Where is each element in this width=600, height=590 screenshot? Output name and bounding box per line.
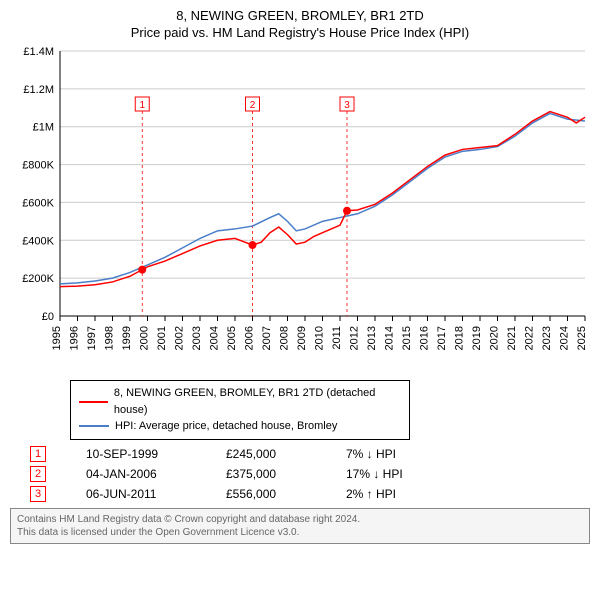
transaction-diff: 2% ↑ HPI — [346, 487, 436, 501]
y-tick-label: £400K — [22, 235, 54, 247]
legend-swatch — [79, 401, 108, 403]
x-tick-label: 1999 — [121, 326, 133, 350]
legend: 8, NEWING GREEN, BROMLEY, BR1 2TD (detac… — [70, 380, 410, 440]
transaction-dot — [343, 207, 351, 215]
x-tick-label: 2019 — [471, 326, 483, 350]
x-tick-label: 2010 — [314, 326, 326, 350]
legend-item: HPI: Average price, detached house, Brom… — [79, 418, 401, 435]
y-tick-label: £200K — [22, 273, 54, 285]
y-tick-label: £1.2M — [23, 84, 54, 96]
x-tick-label: 2003 — [191, 326, 203, 350]
legend-item: 8, NEWING GREEN, BROMLEY, BR1 2TD (detac… — [79, 385, 401, 418]
x-tick-label: 2014 — [384, 326, 396, 350]
y-tick-label: £600K — [22, 197, 54, 209]
attribution-footer: Contains HM Land Registry data © Crown c… — [10, 508, 590, 544]
transaction-date: 10-SEP-1999 — [86, 447, 186, 461]
x-tick-label: 2009 — [296, 326, 308, 350]
x-tick-label: 1997 — [86, 326, 98, 350]
transaction-row: 2 04-JAN-2006 £375,000 17% ↓ HPI — [30, 466, 590, 482]
x-tick-label: 2012 — [349, 326, 361, 350]
series-property — [60, 112, 585, 287]
x-tick-label: 2013 — [366, 326, 378, 350]
x-tick-label: 2021 — [506, 326, 518, 350]
chart-plot: £0 £200K £400K £600K £800K £1M £1.2M £1.4M 1995 1… — [10, 46, 590, 376]
x-tick-label: 2008 — [279, 326, 291, 350]
footer-line2: This data is licensed under the Open Gov… — [17, 526, 583, 539]
chart-container: 8, NEWING GREEN, BROMLEY, BR1 2TD Price … — [0, 0, 600, 552]
x-tick-label: 1998 — [104, 326, 116, 350]
transactions-table: 1 10-SEP-1999 £245,000 7% ↓ HPI 2 04-JAN-2006… — [30, 446, 590, 502]
legend-label: 8, NEWING GREEN, BROMLEY, BR1 2TD (detac… — [114, 385, 401, 418]
x-tick-label: 2015 — [401, 326, 413, 350]
title-address: 8, NEWING GREEN, BROMLEY, BR1 2TD — [10, 8, 590, 23]
transaction-price: £375,000 — [226, 467, 306, 481]
x-tick-label: 2004 — [209, 326, 221, 350]
x-tick-label: 2020 — [489, 326, 501, 350]
x-tick-label: 2023 — [541, 326, 553, 350]
x-tick-label: 2016 — [419, 326, 431, 350]
legend-label: HPI: Average price, detached house, Brom… — [115, 418, 337, 435]
transaction-marker-number: 1 — [139, 100, 145, 111]
x-tick-label: 2001 — [156, 326, 168, 350]
transaction-diff: 7% ↓ HPI — [346, 447, 436, 461]
chart-title: 8, NEWING GREEN, BROMLEY, BR1 2TD Price … — [10, 8, 590, 40]
transaction-marker-number: 3 — [344, 100, 350, 111]
x-tick-label: 1995 — [51, 326, 63, 350]
transaction-dot — [249, 241, 257, 249]
transaction-date: 04-JAN-2006 — [86, 467, 186, 481]
x-tick-label: 1996 — [69, 326, 81, 350]
transaction-marker-number: 2 — [250, 100, 256, 111]
title-subtitle: Price paid vs. HM Land Registry's House … — [10, 25, 590, 40]
footer-line1: Contains HM Land Registry data © Crown c… — [17, 513, 583, 526]
transaction-number: 3 — [30, 486, 46, 502]
x-tick-label: 2007 — [261, 326, 273, 350]
transaction-date: 06-JUN-2011 — [86, 487, 186, 501]
transaction-row: 3 06-JUN-2011 £556,000 2% ↑ HPI — [30, 486, 590, 502]
x-tick-label: 2024 — [559, 326, 571, 350]
transaction-price: £556,000 — [226, 487, 306, 501]
x-tick-label: 2006 — [244, 326, 256, 350]
legend-swatch — [79, 425, 109, 427]
y-tick-label: £1M — [33, 122, 54, 134]
chart-svg: £0 £200K £400K £600K £800K £1M £1.2M £1.4M 1995 1… — [10, 46, 590, 376]
x-tick-label: 2002 — [174, 326, 186, 350]
transaction-dot — [138, 266, 146, 274]
x-tick-label: 2022 — [524, 326, 536, 350]
y-tick-label: £0 — [42, 311, 54, 323]
series-hpi — [60, 113, 585, 283]
transaction-diff: 17% ↓ HPI — [346, 467, 436, 481]
x-tick-label: 2005 — [226, 326, 238, 350]
x-tick-label: 2025 — [576, 326, 588, 350]
transaction-number: 2 — [30, 466, 46, 482]
transaction-row: 1 10-SEP-1999 £245,000 7% ↓ HPI — [30, 446, 590, 462]
transaction-number: 1 — [30, 446, 46, 462]
x-tick-label: 2011 — [331, 326, 343, 350]
x-tick-label: 2000 — [139, 326, 151, 350]
transaction-price: £245,000 — [226, 447, 306, 461]
x-tick-label: 2017 — [436, 326, 448, 350]
x-tick-label: 2018 — [454, 326, 466, 350]
y-tick-label: £1.4M — [23, 46, 54, 58]
y-tick-label: £800K — [22, 160, 54, 172]
